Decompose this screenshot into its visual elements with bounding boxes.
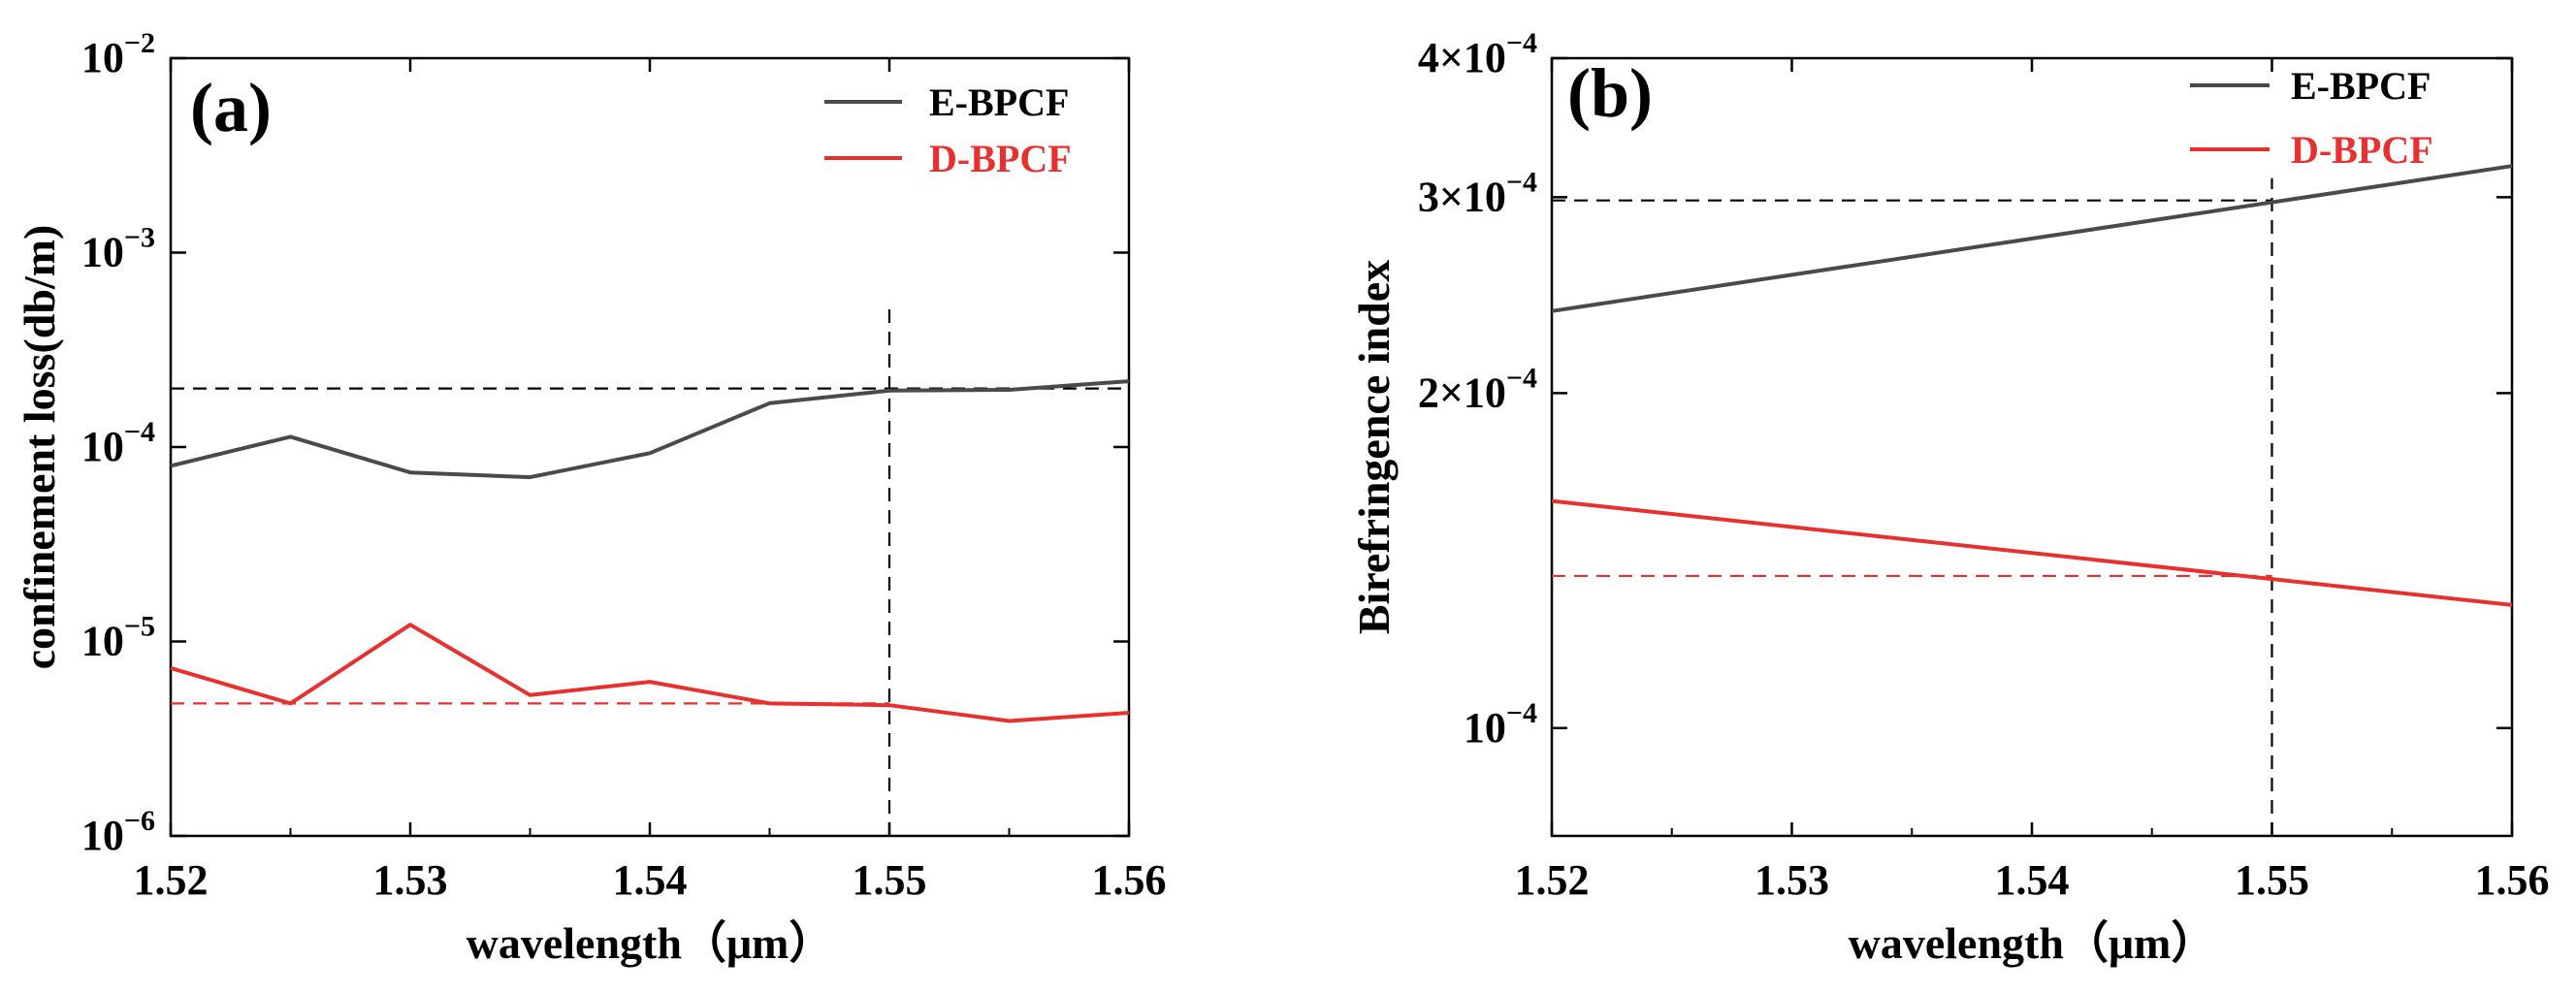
x-tick-label: 1.54 <box>1995 856 2070 904</box>
x-tick-label: 1.52 <box>1515 856 1590 904</box>
panel-label: (a) <box>190 69 272 146</box>
y-tick-label: 10−4 <box>1464 697 1537 752</box>
plot-frame <box>1550 56 2514 838</box>
y-axis-label: Birefringence index <box>1349 260 1399 634</box>
y-tick-label: 4×10−4 <box>1418 27 1537 81</box>
y-tick-label: 10−5 <box>81 611 155 665</box>
x-tick-label: 1.55 <box>853 856 927 904</box>
series-line-e-bpcf <box>170 379 1130 480</box>
x-axis-label: wavelength（μm） <box>467 918 834 968</box>
y-tick-label: 10−4 <box>81 416 155 470</box>
legend-label-d-bpcf: D-BPCF <box>929 137 1072 180</box>
y-tick-label: 2×10−4 <box>1418 362 1537 416</box>
x-tick-label: 1.52 <box>134 856 209 904</box>
legend-label-e-bpcf: E-BPCF <box>929 80 1069 124</box>
x-axis-label: wavelength（μm） <box>1849 918 2216 968</box>
x-tick-label: 1.56 <box>2475 856 2550 904</box>
y-tick-label: 10−6 <box>81 805 155 859</box>
series-line-d-bpcf <box>170 623 1130 723</box>
x-tick-label: 1.53 <box>1755 856 1829 904</box>
x-tick-label: 1.55 <box>2235 856 2309 904</box>
x-tick-label: 1.56 <box>1092 856 1167 904</box>
chart-panel-a: 1.52 1.53 1.54 1.55 1.56 10−6 10−5 10−4 10−3 10−2… <box>15 27 1167 968</box>
chart-panel-b: 1.52 1.53 1.54 1.55 1.56 10−4 2×10−4 3×10−4 4×10… <box>1349 27 2550 968</box>
series-line-d-bpcf <box>1551 498 2513 607</box>
legend-label-d-bpcf: D-BPCF <box>2291 128 2433 172</box>
series-line-e-bpcf <box>1551 164 2513 313</box>
legend-label-e-bpcf: E-BPCF <box>2291 64 2431 108</box>
y-tick-label: 10−2 <box>81 27 155 81</box>
x-tick-label: 1.53 <box>373 856 448 904</box>
y-tick-label: 3×10−4 <box>1418 166 1537 220</box>
x-tick-label: 1.54 <box>613 856 688 904</box>
y-tick-label: 10−3 <box>81 222 155 276</box>
panel-label: (b) <box>1567 54 1653 132</box>
y-axis-label: confinement loss(db/m) <box>15 225 64 670</box>
